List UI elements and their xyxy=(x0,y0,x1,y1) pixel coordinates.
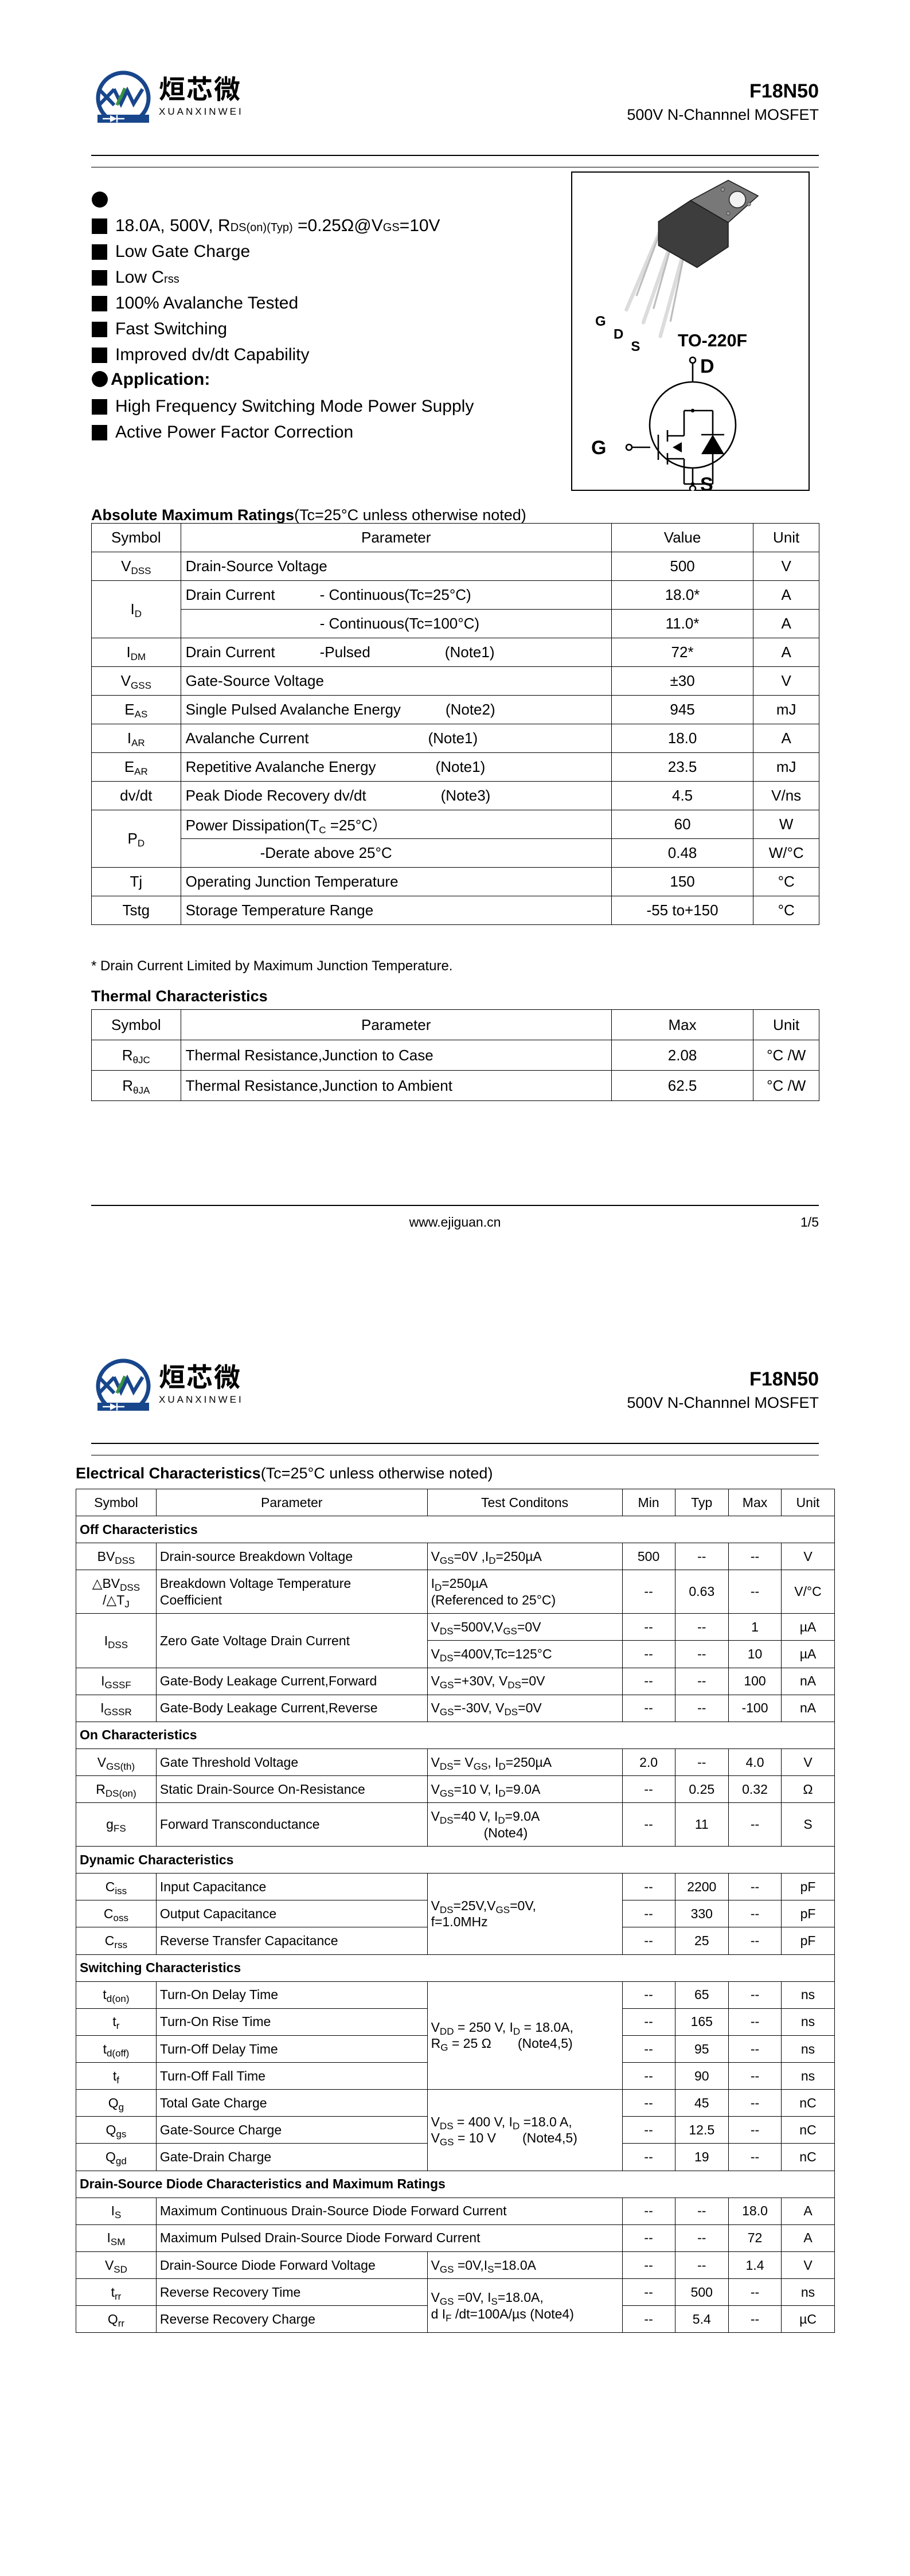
svg-text:S: S xyxy=(700,474,713,491)
svg-text:S: S xyxy=(631,339,640,354)
svg-text:D: D xyxy=(614,326,623,342)
svg-text:TO-220F: TO-220F xyxy=(678,331,747,350)
svg-text:G: G xyxy=(591,437,606,459)
svg-text:G: G xyxy=(595,314,606,329)
svg-text:D: D xyxy=(700,356,714,377)
